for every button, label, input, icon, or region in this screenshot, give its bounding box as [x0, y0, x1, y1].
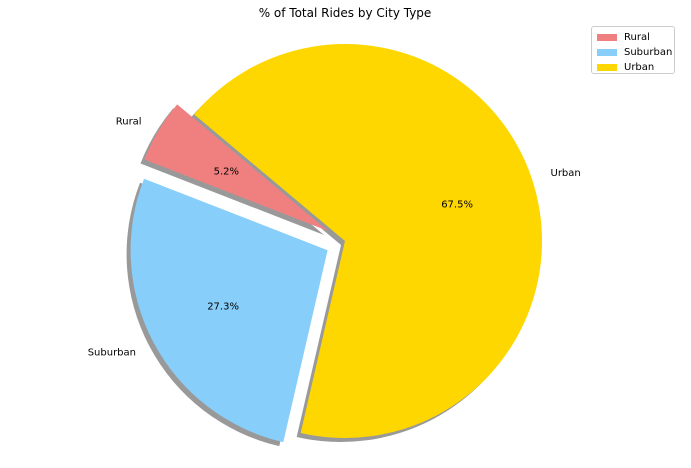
slice-label-suburban: Suburban: [88, 347, 136, 358]
legend-swatch-urban: [597, 64, 617, 71]
slice-label-urban: Urban: [551, 168, 581, 179]
legend-label-urban: Urban: [624, 62, 655, 73]
legend-item-rural: Rural: [597, 30, 674, 45]
pie-slices: [130, 44, 543, 443]
slice-label-rural: Rural: [116, 117, 142, 128]
legend-swatch-suburban: [597, 49, 617, 56]
slice-percent-suburban: 27.3%: [207, 301, 239, 312]
pie-slice-rural: [144, 104, 329, 231]
chart-legend: Rural Suburban Urban: [591, 26, 675, 74]
pie-slice-suburban: [130, 178, 328, 443]
pie-labels: Rural 5.2% Suburban 27.3% Urban 67.5%: [88, 117, 581, 359]
slice-percent-rural: 5.2%: [214, 167, 239, 178]
pie-slice-urban: [194, 44, 543, 439]
slice-percent-urban: 67.5%: [441, 199, 473, 210]
legend-label-suburban: Suburban: [624, 47, 673, 58]
legend-item-suburban: Suburban: [597, 45, 674, 60]
legend-item-urban: Urban: [597, 60, 674, 75]
chart-title: % of Total Rides by City Type: [259, 6, 432, 20]
legend-swatch-rural: [597, 34, 617, 41]
legend-label-rural: Rural: [624, 32, 650, 43]
